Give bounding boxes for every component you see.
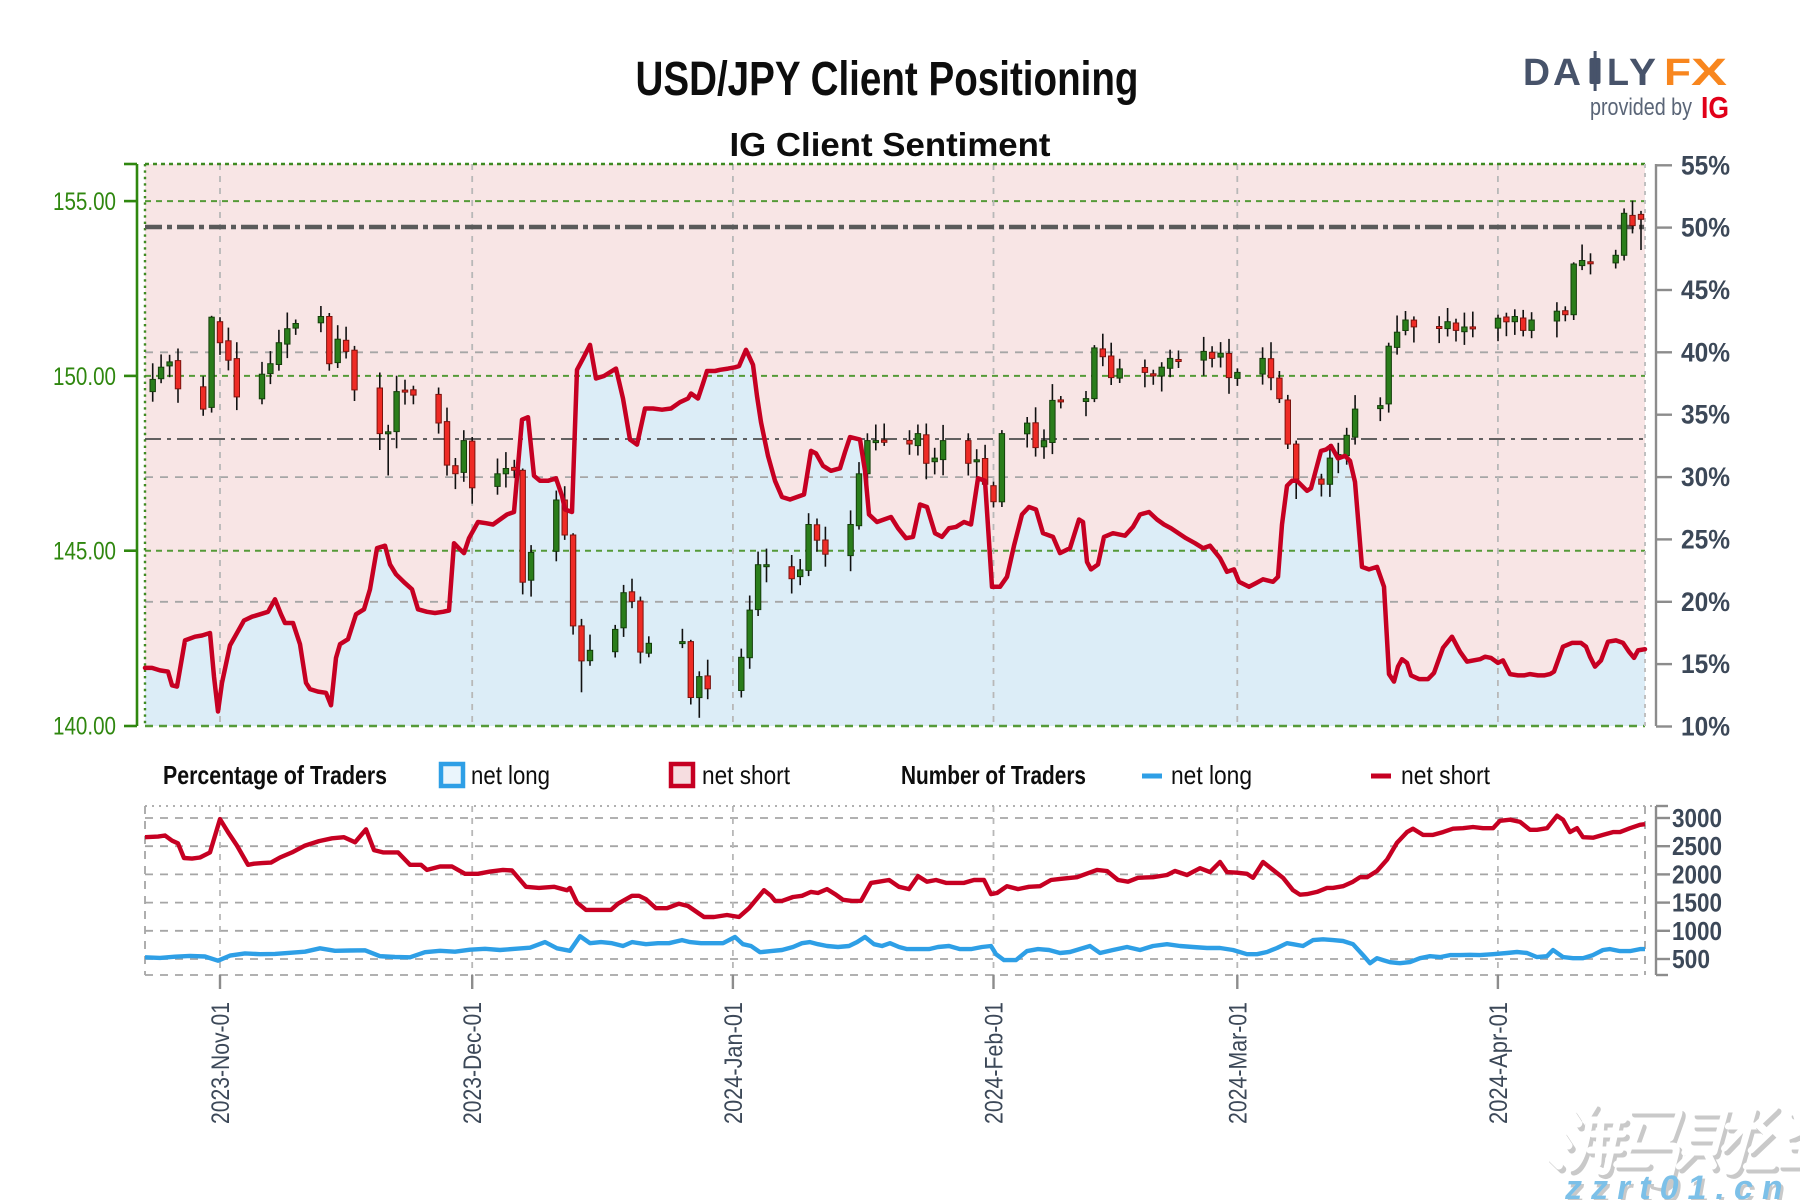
svg-text:net long: net long	[471, 760, 550, 790]
svg-text:2000: 2000	[1672, 859, 1722, 889]
svg-text:2500: 2500	[1672, 831, 1722, 861]
svg-text:3000: 3000	[1672, 803, 1722, 833]
svg-text:500: 500	[1672, 944, 1710, 974]
svg-text:A: A	[1553, 52, 1581, 94]
svg-text:zzrt01.cn: zzrt01.cn	[1565, 1172, 1798, 1200]
svg-text:10%: 10%	[1681, 712, 1730, 742]
svg-text:Percentage of Traders: Percentage of Traders	[163, 760, 387, 790]
svg-text:40%: 40%	[1681, 337, 1730, 367]
svg-text:IG Client Sentiment: IG Client Sentiment	[730, 126, 1051, 163]
svg-text:2023-Dec-01: 2023-Dec-01	[459, 1002, 487, 1124]
svg-text:zzrt01.cn: zzrt01.cn	[1562, 1169, 1795, 1200]
svg-text:2024-Jan-01: 2024-Jan-01	[720, 1002, 748, 1124]
svg-text:D: D	[1523, 52, 1550, 94]
svg-text:net long: net long	[1171, 760, 1252, 790]
svg-text:15%: 15%	[1681, 649, 1730, 679]
svg-text:net short: net short	[1401, 760, 1491, 790]
svg-text:2024-Mar-01: 2024-Mar-01	[1224, 1002, 1252, 1124]
svg-text:45%: 45%	[1681, 275, 1730, 305]
svg-text:50%: 50%	[1681, 213, 1730, 243]
svg-text:155.00: 155.00	[53, 188, 116, 216]
svg-text:L: L	[1607, 52, 1629, 94]
svg-text:2024-Feb-01: 2024-Feb-01	[981, 1002, 1009, 1124]
svg-text:30%: 30%	[1681, 462, 1730, 492]
svg-text:net short: net short	[702, 760, 791, 790]
svg-text:25%: 25%	[1681, 524, 1730, 554]
svg-text:Y: Y	[1629, 52, 1656, 94]
svg-text:F: F	[1664, 52, 1691, 94]
svg-text:145.00: 145.00	[53, 538, 116, 566]
svg-text:USD/JPY Client Positioning: USD/JPY Client Positioning	[636, 53, 1139, 106]
svg-text:2023-Nov-01: 2023-Nov-01	[207, 1002, 235, 1124]
svg-text:IG: IG	[1701, 90, 1729, 125]
svg-text:X: X	[1691, 52, 1728, 94]
svg-text:Number of Traders: Number of Traders	[901, 760, 1086, 790]
svg-text:35%: 35%	[1681, 400, 1730, 430]
svg-text:2024-Apr-01: 2024-Apr-01	[1485, 1002, 1513, 1124]
svg-text:1500: 1500	[1672, 888, 1722, 918]
svg-text:140.00: 140.00	[53, 713, 116, 741]
svg-text:150.00: 150.00	[53, 363, 116, 391]
svg-text:20%: 20%	[1681, 587, 1730, 617]
svg-text:55%: 55%	[1681, 150, 1730, 180]
svg-text:provided by: provided by	[1590, 94, 1692, 121]
svg-text:1000: 1000	[1672, 916, 1722, 946]
